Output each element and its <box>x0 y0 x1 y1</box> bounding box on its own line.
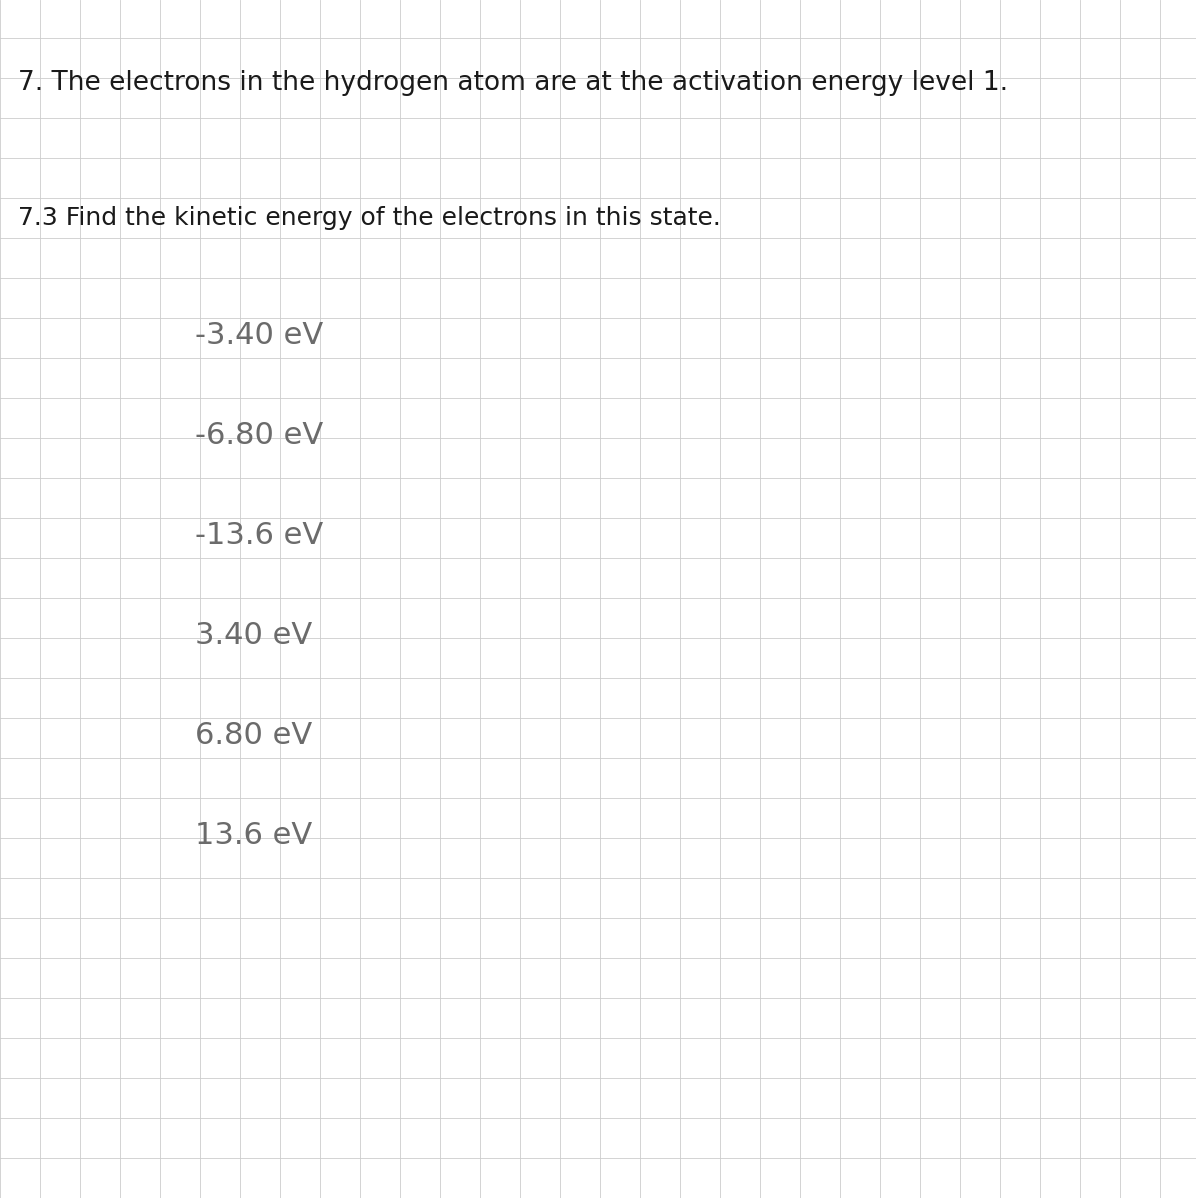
Text: -3.40 eV: -3.40 eV <box>195 321 323 350</box>
Text: 6.80 eV: 6.80 eV <box>195 720 312 750</box>
Text: -13.6 eV: -13.6 eV <box>195 520 323 550</box>
Text: 7.3 Find the kinetic energy of the electrons in this state.: 7.3 Find the kinetic energy of the elect… <box>18 206 721 230</box>
Text: 3.40 eV: 3.40 eV <box>195 621 312 649</box>
Text: 13.6 eV: 13.6 eV <box>195 821 312 849</box>
Text: 7. The electrons in the hydrogen atom are at the activation energy level 1.: 7. The electrons in the hydrogen atom ar… <box>18 69 1008 96</box>
Text: -6.80 eV: -6.80 eV <box>195 420 323 449</box>
